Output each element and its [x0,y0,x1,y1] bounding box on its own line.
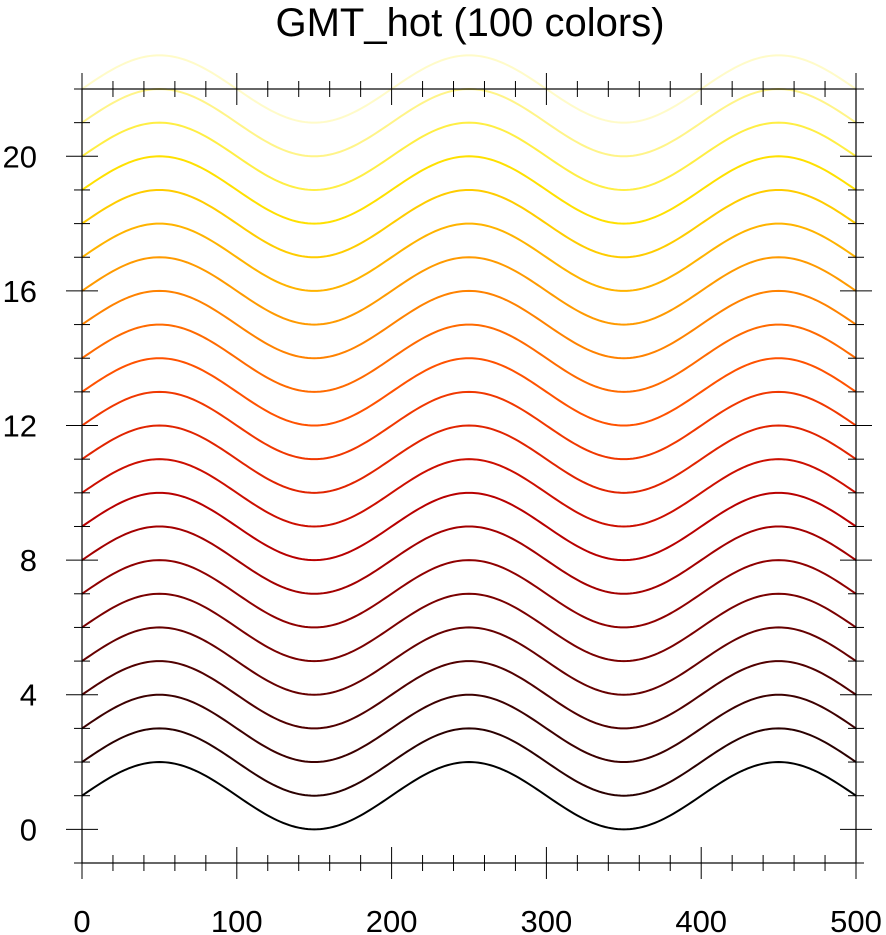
x-tick-label: 0 [73,904,90,935]
x-tick-label: 100 [211,904,263,935]
x-tick-label: 300 [521,904,573,935]
series-line-8 [81,491,857,562]
series-line-3 [81,660,857,730]
series-line-16 [81,222,857,292]
y-tick-label: 16 [3,274,37,309]
series-line-17 [81,188,857,259]
series-line-21 [81,54,857,124]
y-tick-label: 12 [3,409,37,444]
x-tick-label: 400 [675,904,727,935]
series-line-15 [81,256,857,326]
series-line-4 [81,626,857,696]
series-line-14 [81,289,857,360]
series-curves [81,54,857,831]
chart-title: GMT_hot (100 colors) [275,1,664,45]
x-tick-label: 200 [366,904,418,935]
series-line-1 [81,727,857,797]
series-line-10 [81,424,857,494]
series-line-5 [81,592,857,663]
axis-tick-labels: 0 100 200 300 400 500 0 4 8 12 16 20 [3,139,882,935]
series-line-6 [81,559,857,629]
series-line-18 [81,155,857,225]
series-line-12 [81,357,857,427]
series-line-0 [81,761,857,831]
plot-frame [81,88,857,864]
series-line-13 [81,323,857,393]
series-line-11 [81,390,857,461]
series-line-19 [81,121,857,191]
axis-ticks [66,73,872,879]
y-tick-label: 0 [20,812,37,847]
series-line-7 [81,525,857,595]
series-line-2 [81,693,857,764]
y-tick-label: 20 [3,139,37,174]
series-line-9 [81,458,857,528]
y-tick-label: 4 [20,678,37,713]
y-tick-label: 8 [20,543,37,578]
x-tick-label: 500 [830,904,882,935]
